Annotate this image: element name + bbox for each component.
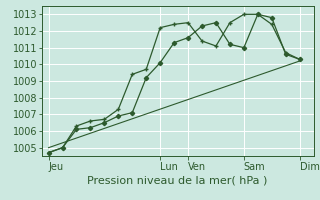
X-axis label: Pression niveau de la mer( hPa ): Pression niveau de la mer( hPa ) <box>87 176 268 186</box>
